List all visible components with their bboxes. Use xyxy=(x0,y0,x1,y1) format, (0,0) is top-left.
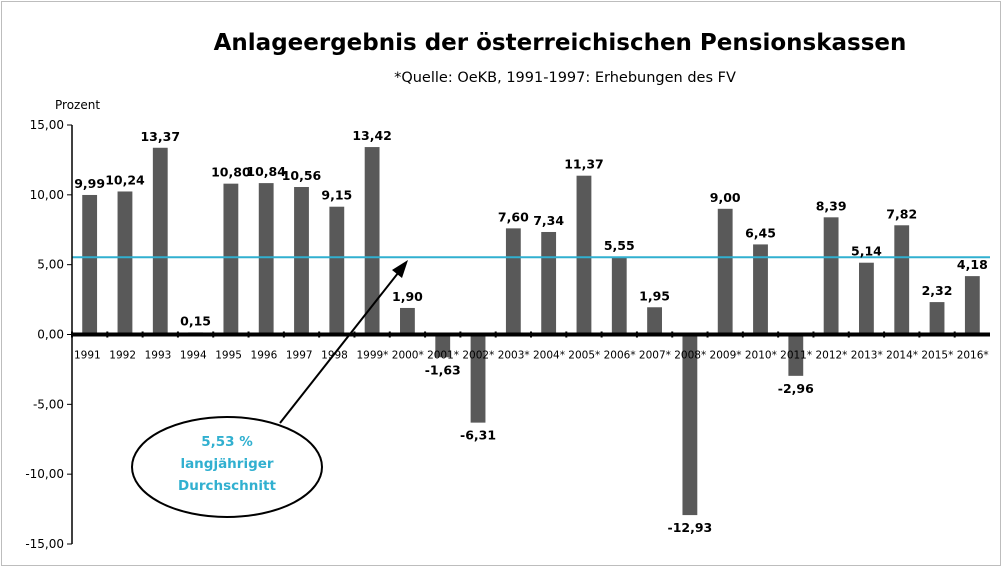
bar-1996 xyxy=(258,183,274,335)
data-label: 9,15 xyxy=(321,188,352,203)
bar-2001 xyxy=(435,334,451,358)
x-tick-label: 1994 xyxy=(180,350,207,362)
chart-subtitle: *Quelle: OeKB, 1991-1997: Erhebungen des… xyxy=(394,70,736,86)
bar-1991 xyxy=(82,194,98,335)
data-label: 11,37 xyxy=(564,157,604,172)
x-tick-label: 1995 xyxy=(215,350,242,362)
x-tick-label: 2009* xyxy=(710,350,742,362)
y-tick-label: -15,00 xyxy=(25,537,64,551)
data-label: 0,15 xyxy=(180,313,211,328)
data-label: 9,99 xyxy=(74,176,105,191)
bar-2012 xyxy=(823,217,839,335)
data-label: 4,18 xyxy=(957,257,988,272)
data-label: 7,34 xyxy=(533,213,564,228)
data-label: 6,45 xyxy=(745,225,776,240)
data-label: 8,39 xyxy=(816,198,847,213)
x-tick-label: 2001* xyxy=(427,350,459,362)
bar-1997 xyxy=(294,187,309,335)
y-tick-label: 0,00 xyxy=(37,328,64,342)
data-label: 1,95 xyxy=(639,288,670,303)
bar-2000 xyxy=(400,307,415,335)
data-label: 7,60 xyxy=(498,209,529,224)
bar-2011 xyxy=(788,334,804,376)
data-label: 1,90 xyxy=(392,289,423,304)
x-tick-label: 2004* xyxy=(533,350,565,362)
data-label: -12,93 xyxy=(668,520,713,535)
x-tick-label: 1993 xyxy=(145,350,172,362)
data-label: 10,56 xyxy=(282,168,322,183)
bar-2004 xyxy=(541,231,557,335)
bar-2005 xyxy=(576,175,592,335)
y-tick-label: -5,00 xyxy=(33,397,64,411)
data-label: 5,55 xyxy=(604,238,635,253)
data-label: 7,82 xyxy=(886,206,917,221)
annotation-text: langjähriger xyxy=(180,456,273,472)
x-tick-label: 2015* xyxy=(921,350,953,362)
y-tick-label: 15,00 xyxy=(30,118,64,132)
data-label: 10,84 xyxy=(246,164,286,179)
data-label: 9,00 xyxy=(710,190,741,205)
x-tick-label: 1992 xyxy=(109,350,136,362)
bar-2006 xyxy=(611,256,627,335)
y-tick-label: -10,00 xyxy=(25,467,64,481)
data-label: 10,80 xyxy=(211,165,251,180)
data-label: 13,42 xyxy=(352,128,392,143)
arrow-head-icon xyxy=(392,260,408,278)
annotation-ellipse xyxy=(131,416,323,518)
x-tick-label: 2003* xyxy=(498,350,530,362)
bar-2016 xyxy=(964,276,980,335)
data-label: -2,96 xyxy=(778,381,814,396)
x-tick-label: 1999* xyxy=(356,350,388,362)
data-label: 2,32 xyxy=(922,283,953,298)
x-tick-label: 1996 xyxy=(251,350,278,362)
bar-2014 xyxy=(894,225,910,335)
x-tick-label: 2012* xyxy=(815,350,847,362)
x-tick-label: 2005* xyxy=(568,350,600,362)
x-tick-label: 1997 xyxy=(286,350,313,362)
bar-2009 xyxy=(717,208,733,335)
x-tick-label: 2006* xyxy=(604,350,636,362)
bar-1998 xyxy=(329,206,345,335)
x-tick-label: 2007* xyxy=(639,350,671,362)
annotation-arrow-line xyxy=(279,267,403,424)
x-tick-label: 2010* xyxy=(745,350,777,362)
chart-title: Anlageergebnis der österreichischen Pens… xyxy=(214,30,907,56)
bar-1995 xyxy=(223,183,239,335)
annotation-text: 5,53 % xyxy=(201,434,253,450)
annotation-text: Durchschnitt xyxy=(178,478,276,494)
bar-1993 xyxy=(152,147,168,335)
x-tick-label: 1998 xyxy=(321,350,348,362)
data-label: -6,31 xyxy=(460,428,496,443)
data-label: 13,37 xyxy=(140,129,180,144)
x-tick-label: 2013* xyxy=(851,350,883,362)
y-axis-label: Prozent xyxy=(55,98,100,112)
x-tick-label: 2014* xyxy=(886,350,918,362)
x-tick-label: 1991 xyxy=(74,350,101,362)
x-tick-label: 2002* xyxy=(462,350,494,362)
bar-2002 xyxy=(470,334,486,423)
x-tick-label: 2016* xyxy=(957,350,989,362)
bar-1992 xyxy=(117,191,133,335)
data-label: 10,24 xyxy=(105,172,145,187)
bar-2015 xyxy=(929,302,945,335)
bar-2008 xyxy=(682,334,698,516)
y-tick-label: 5,00 xyxy=(37,258,64,272)
data-label: 5,14 xyxy=(851,244,882,259)
bar-2013 xyxy=(859,262,874,335)
bar-2010 xyxy=(753,244,768,335)
bar-2007 xyxy=(647,307,662,335)
x-tick-label: 2000* xyxy=(392,350,424,362)
x-tick-label: 2011* xyxy=(780,350,812,362)
y-tick-label: 10,00 xyxy=(30,188,64,202)
bar-2003 xyxy=(505,228,521,335)
bar-1999 xyxy=(364,147,380,335)
x-tick-label: 2008* xyxy=(674,350,706,362)
data-label: -1,63 xyxy=(425,362,461,377)
